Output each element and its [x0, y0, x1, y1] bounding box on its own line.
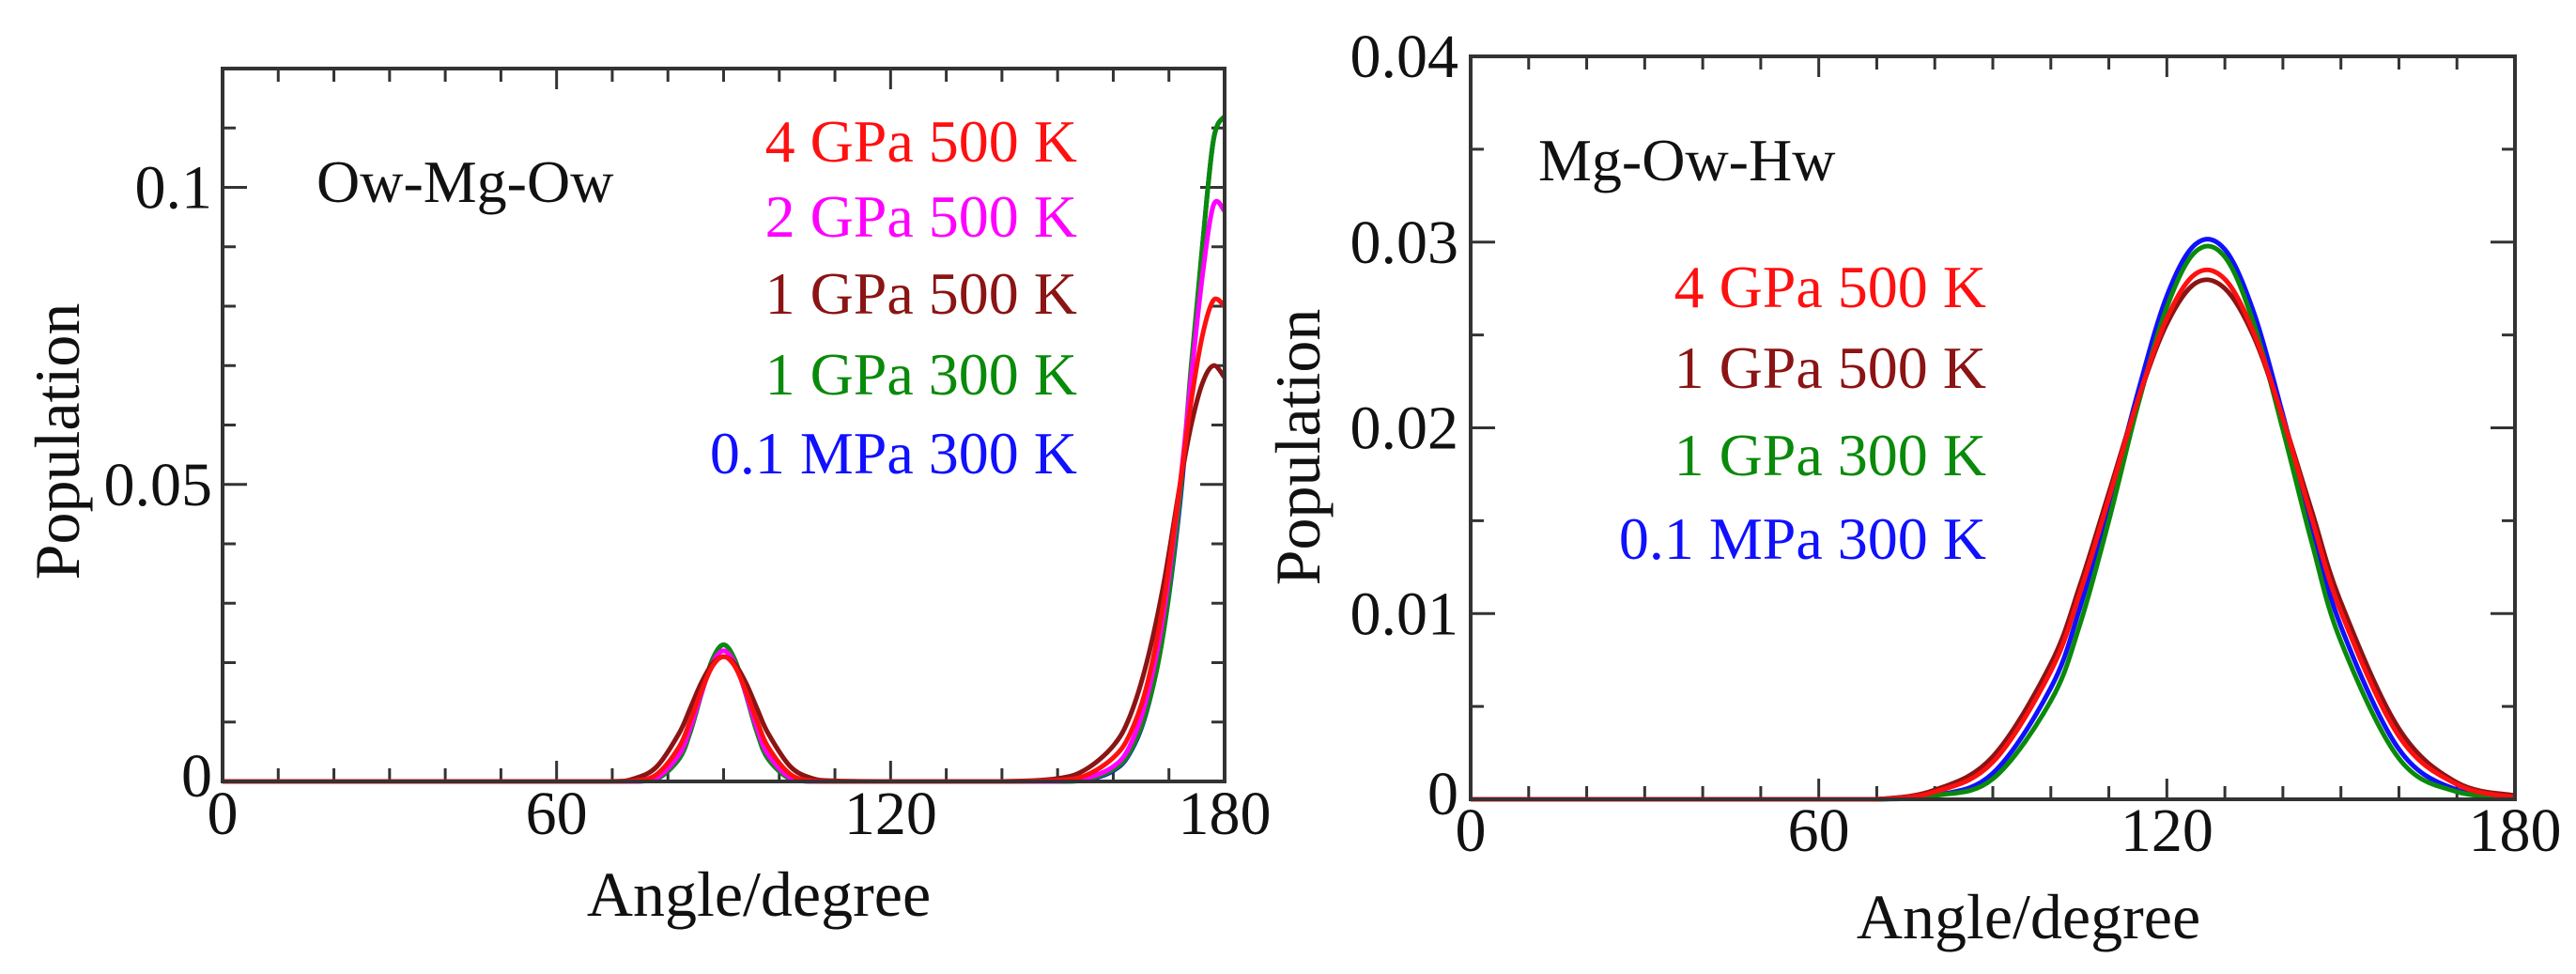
- x-tick-label: 120: [2121, 796, 2214, 865]
- legend-entry: 1 GPa 500 K: [1674, 334, 1986, 401]
- x-tick-label: 0: [1456, 796, 1487, 865]
- y-axis-title: Population: [1262, 309, 1334, 586]
- x-axis-title: Angle/degree: [1857, 881, 2200, 952]
- legend-entry: 4 GPa 500 K: [765, 108, 1077, 175]
- panel-title: Ow-Mg-Ow: [316, 148, 613, 215]
- legend-entry: 0.1 MPa 300 K: [710, 420, 1077, 487]
- x-tick-label: 60: [526, 780, 588, 848]
- legend-entry: 1 GPa 500 K: [765, 260, 1077, 327]
- legend-entry: 4 GPa 500 K: [1674, 254, 1986, 320]
- legend-entry: 1 GPa 300 K: [765, 341, 1077, 408]
- y-axis-title: Population: [22, 303, 93, 580]
- plot-frame: [1469, 54, 2517, 801]
- x-tick-label: 180: [2469, 796, 2562, 865]
- x-tick-label: 120: [844, 780, 937, 848]
- y-tick-label: 0: [181, 742, 212, 811]
- chart-mg-ow-hw: 0 60 120 180 0 0.01 0.02 0.03 0.04 Angle/degree Po…: [1262, 23, 2562, 952]
- legend-entry: 2 GPa 500 K: [765, 183, 1077, 250]
- y-tick-label: 0.05: [104, 451, 213, 519]
- x-axis-title: Angle/degree: [587, 858, 931, 930]
- legend-entry: 0.1 MPa 300 K: [1619, 505, 1986, 572]
- y-tick-label: 0.03: [1350, 209, 1459, 277]
- x-tick-label: 180: [1179, 780, 1272, 848]
- x-tick-label: 0: [208, 780, 239, 848]
- plot-frame: [221, 67, 1226, 783]
- y-tick-label: 0.1: [135, 154, 213, 223]
- x-tick-label: 60: [1788, 796, 1850, 865]
- chart-ow-mg-ow: 0 60 120 180 0 0.05 0.1 Angle/degree Population O…: [22, 67, 1272, 930]
- legend-entry: 1 GPa 300 K: [1674, 422, 1986, 488]
- y-tick-label: 0.02: [1350, 394, 1459, 463]
- series-line-4-gpa-500-k: [222, 296, 1226, 784]
- y-tick-label: 0.01: [1350, 580, 1459, 648]
- y-tick-label: 0: [1427, 760, 1458, 828]
- y-tick-label: 0.04: [1350, 23, 1459, 91]
- series-line-1-gpa-500-k: [222, 363, 1226, 784]
- panel-title: Mg-Ow-Hw: [1538, 127, 1835, 193]
